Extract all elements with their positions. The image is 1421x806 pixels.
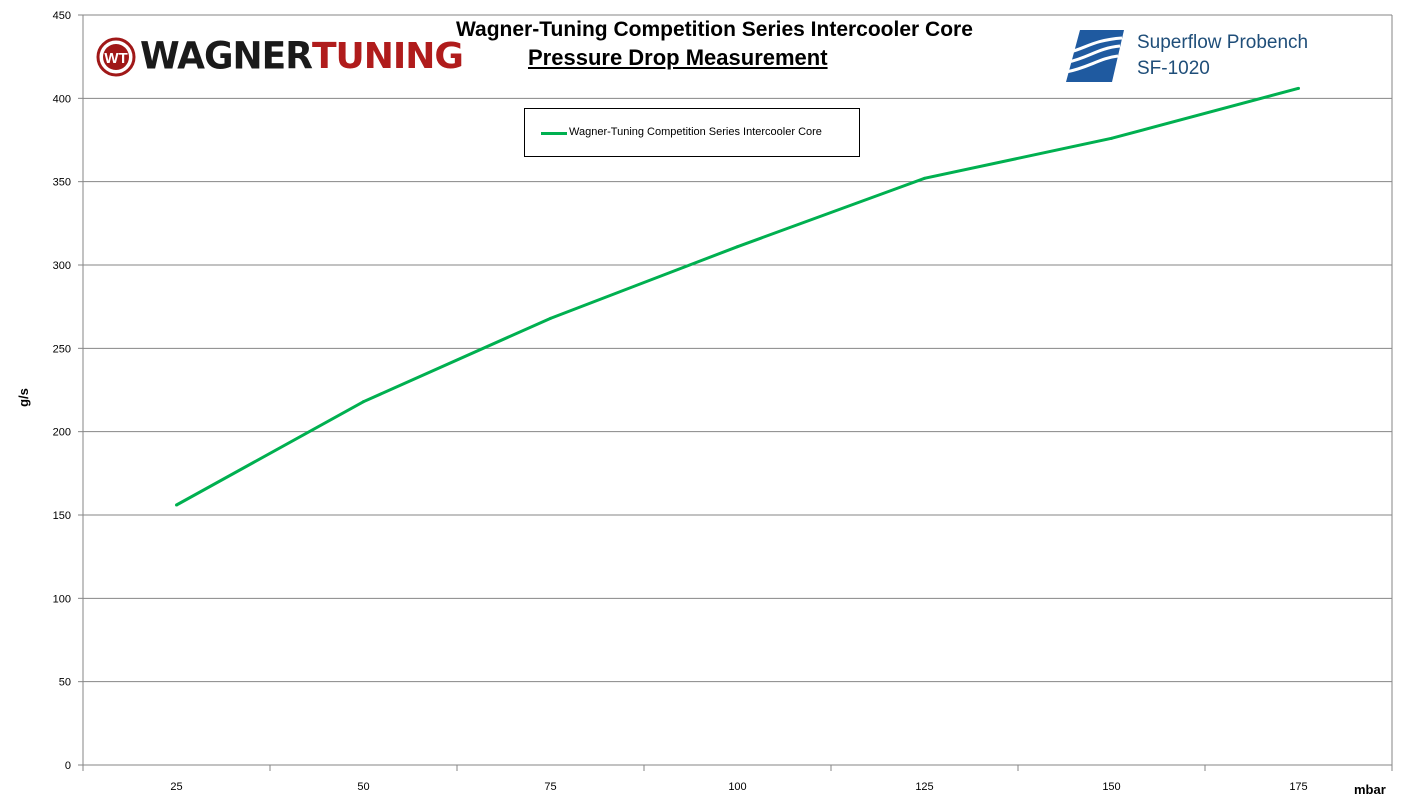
x-axis-label: mbar [1354,782,1386,797]
y-tick-label: 50 [59,677,71,689]
data-point [362,400,365,404]
y-tick-label: 300 [53,260,71,272]
x-tick-label: 125 [915,781,933,793]
data-point [549,316,552,320]
legend-swatch [541,132,567,135]
superflow-label: Superflow Probench SF-1020 [1137,30,1308,82]
y-tick-label: 400 [53,93,71,105]
superflow-logo-icon [1066,30,1124,82]
x-tick-label: 150 [1102,781,1120,793]
x-tick-label: 50 [357,781,369,793]
data-point [1110,136,1113,140]
y-tick-label: 350 [53,177,71,189]
y-tick-label: 100 [53,593,71,605]
superflow-name: Superflow Probench [1137,32,1309,53]
svg-text:WT: WT [104,50,127,67]
data-point [923,176,926,180]
data-point [736,245,739,249]
superflow-model: SF-1020 [1137,58,1210,79]
x-tick-label: 75 [544,781,556,793]
y-tick-label: 150 [53,510,71,522]
legend-label: Wagner-Tuning Competition Series Interco… [569,126,822,138]
chart-subtitle: Pressure Drop Measurement [528,45,828,70]
x-tick-label: 175 [1289,781,1307,793]
wagner-tuning-logo: WT WAGNER TUNING [96,34,464,79]
logo-wagner: WAGNER [140,34,313,79]
y-tick-label: 250 [53,343,71,355]
x-tick-label: 100 [728,781,746,793]
data-point [175,503,178,507]
legend: Wagner-Tuning Competition Series Interco… [524,108,860,157]
wt-emblem-icon: WT [96,37,136,76]
chart-title: Wagner-Tuning Competition Series Interco… [456,18,973,41]
data-point [1297,86,1300,90]
x-tick-label: 25 [170,781,182,793]
y-tick-label: 0 [65,760,71,772]
y-axis-label: g/s [15,388,31,407]
y-tick-label: 450 [53,10,71,22]
y-tick-label: 200 [53,427,71,439]
logo-tuning: TUNING [311,36,464,77]
